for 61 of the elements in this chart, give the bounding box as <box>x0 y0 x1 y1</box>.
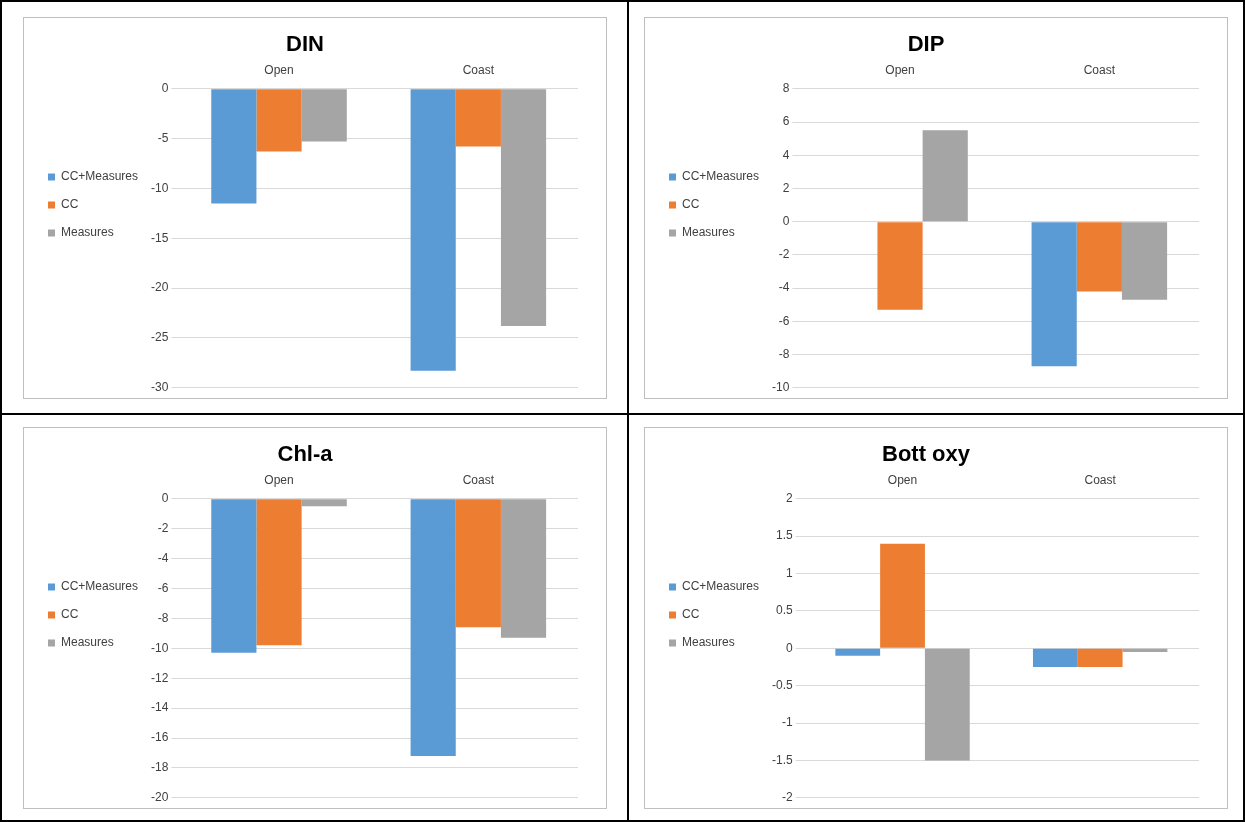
y-tick-label: -2 <box>778 246 790 261</box>
legend-label: Measures <box>60 224 114 239</box>
y-tick-label: 2 <box>786 490 794 505</box>
legend-label: Measures <box>682 224 735 239</box>
y-tick-label: -10 <box>150 640 169 655</box>
y-tick-label: -14 <box>150 699 169 714</box>
y-tick-label: -6 <box>778 313 790 328</box>
y-tick-label: 0 <box>782 213 790 228</box>
legend-label: Measures <box>60 634 114 649</box>
y-tick-label: 0 <box>786 640 794 655</box>
y-tick-label: -4 <box>778 279 790 294</box>
chart-title: DIN <box>285 30 324 56</box>
y-tick-label: -18 <box>150 759 169 774</box>
x-tick-label: Open <box>263 472 294 487</box>
y-tick-label: 0 <box>161 80 169 95</box>
y-tick-label: -1 <box>782 714 794 729</box>
legend-label: Measures <box>682 634 735 649</box>
y-tick-label: -20 <box>150 789 169 804</box>
y-tick-label: 1.5 <box>776 527 794 542</box>
y-tick-label: -10 <box>772 379 790 394</box>
x-tick-label: Open <box>887 472 918 487</box>
y-tick-label: -0.5 <box>772 677 794 692</box>
y-tick-label: -8 <box>778 346 790 361</box>
y-tick-label: 1 <box>786 565 794 580</box>
x-tick-label: Open <box>885 62 915 77</box>
y-tick-label: -6 <box>157 580 169 595</box>
legend-label: CC+Measures <box>60 578 138 593</box>
y-tick-label: 2 <box>782 180 790 195</box>
legend-label: CC+Measures <box>60 168 138 183</box>
x-tick-label: Coast <box>1084 472 1117 487</box>
legend-label: CC+Measures <box>682 168 760 183</box>
y-tick-label: -25 <box>150 329 169 344</box>
y-tick-label: 4 <box>782 147 790 162</box>
y-tick-label: 8 <box>782 80 790 95</box>
x-tick-label: Coast <box>462 62 495 77</box>
y-tick-label: -30 <box>150 379 169 394</box>
legend-label: CC+Measures <box>682 578 760 593</box>
x-tick-label: Coast <box>1083 62 1116 77</box>
y-tick-label: -12 <box>150 670 169 685</box>
y-tick-label: 0 <box>161 490 169 505</box>
y-tick-label: 6 <box>782 113 790 128</box>
legend-label: CC <box>682 196 700 211</box>
legend-label: CC <box>60 196 79 211</box>
chart-title: Chl-a <box>277 440 333 466</box>
y-tick-label: -16 <box>150 729 169 744</box>
y-tick-label: -5 <box>157 130 169 145</box>
y-tick-label: -2 <box>157 520 169 535</box>
chart-title: DIP <box>907 30 945 56</box>
y-tick-label: -2 <box>782 789 794 804</box>
y-tick-label: -8 <box>157 610 169 625</box>
x-tick-label: Coast <box>462 472 495 487</box>
y-tick-label: -4 <box>157 550 169 565</box>
chart-title: Bott oxy <box>882 440 971 466</box>
y-tick-label: 0.5 <box>776 602 794 617</box>
y-tick-label: -10 <box>150 180 169 195</box>
y-tick-label: -15 <box>150 230 169 245</box>
y-tick-label: -1.5 <box>772 752 794 767</box>
legend-label: CC <box>60 606 79 621</box>
y-tick-label: -20 <box>150 279 169 294</box>
legend-label: CC <box>682 606 700 621</box>
x-tick-label: Open <box>263 62 294 77</box>
